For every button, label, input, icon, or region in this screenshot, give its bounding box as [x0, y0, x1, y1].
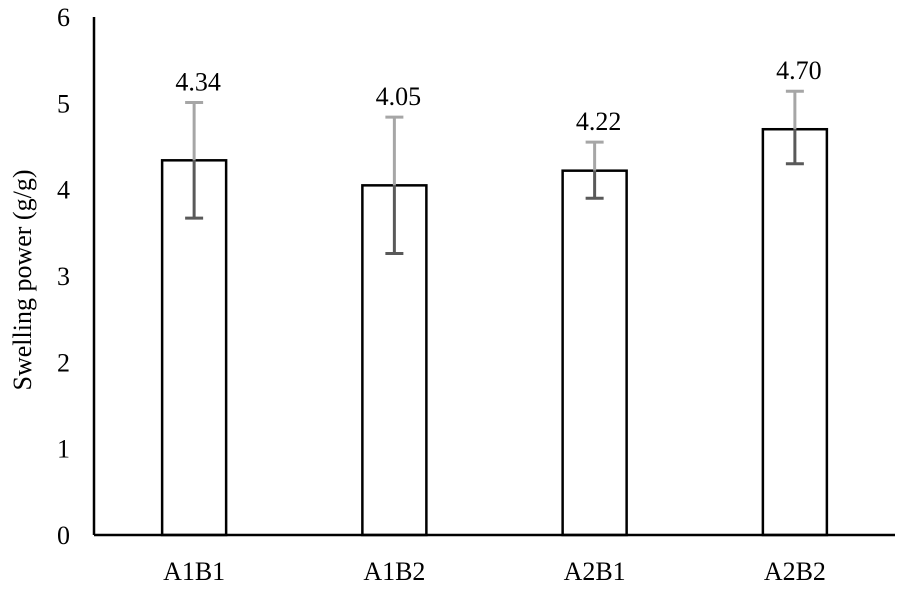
error-bars-group [185, 89, 804, 256]
y-tick-label: 1 [57, 435, 70, 464]
data-label: 4.05 [376, 82, 422, 111]
bar [561, 169, 628, 537]
y-tick-label: 6 [57, 3, 70, 32]
x-tick-label: A1B1 [163, 557, 225, 586]
y-tick-label: 0 [57, 521, 70, 550]
y-tick-label: 2 [57, 348, 70, 377]
data-labels: 4.34 4.05 4.22 4.70 [175, 56, 821, 136]
x-tick-label: A1B2 [363, 557, 425, 586]
x-tick-label: A2B1 [564, 557, 626, 586]
x-tick-label: A2B2 [764, 557, 826, 586]
y-axis-title: Swelling power (g/g) [8, 170, 37, 391]
x-tick-labels: A1B1 A1B2 A2B1 A2B2 [163, 557, 826, 586]
data-label: 4.22 [576, 107, 622, 136]
bar [160, 159, 228, 537]
y-tick-label: 3 [57, 262, 70, 291]
data-label: 4.70 [776, 56, 822, 85]
y-tick-labels: 0 1 2 3 4 5 6 [57, 3, 70, 550]
bar [761, 127, 829, 537]
y-tick-label: 5 [57, 89, 70, 118]
axes-group [92, 17, 895, 537]
bars-group [160, 127, 829, 537]
y-tick-label: 4 [57, 176, 70, 205]
data-label: 4.34 [175, 67, 221, 96]
